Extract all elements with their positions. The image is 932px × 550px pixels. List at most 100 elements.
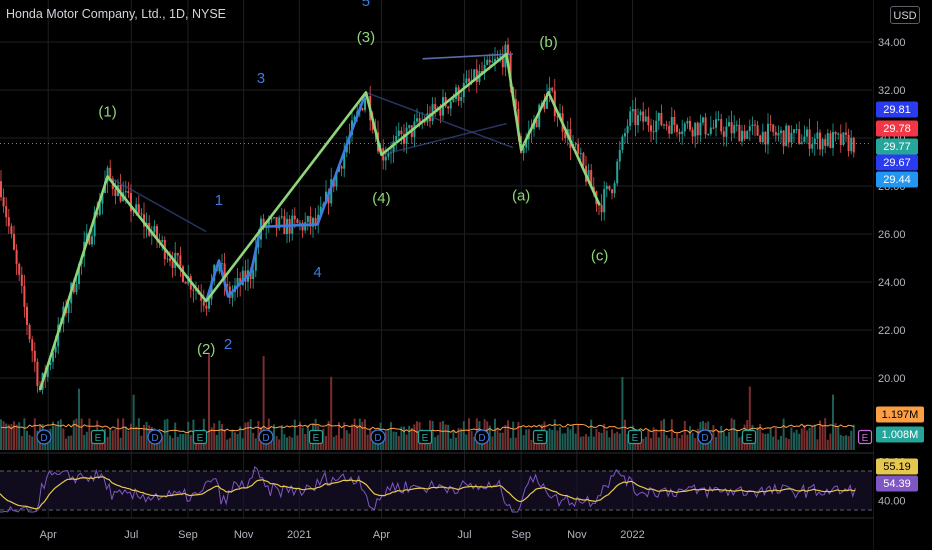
volume-bar [759, 423, 762, 450]
volume-bar [608, 437, 611, 450]
volume-bar [226, 439, 229, 450]
volume-bar [621, 376, 624, 450]
volume-bar [499, 432, 502, 450]
candle-body [416, 118, 418, 122]
volume-bar [5, 423, 8, 450]
volume-bar [169, 435, 171, 450]
wave-label: 3 [257, 70, 265, 87]
candle-body [452, 98, 455, 102]
volume-bar [507, 420, 509, 450]
volume-bar [665, 435, 668, 450]
volume-bar [738, 437, 741, 450]
volume-bar [20, 435, 23, 450]
volume-bar [462, 421, 465, 450]
volume-bar [660, 420, 663, 450]
volume-bar [491, 436, 494, 450]
volume-bar [670, 419, 673, 450]
event-marker-label: E [862, 433, 869, 444]
volume-bar [405, 434, 408, 450]
volume-bar [616, 431, 619, 450]
candle-body [26, 306, 28, 325]
volume-bar [730, 418, 733, 450]
event-marker-label: E [746, 433, 753, 444]
volume-bar [460, 428, 463, 450]
wave-label: (b) [539, 34, 557, 51]
candle-body [54, 346, 57, 353]
candle-body [249, 270, 252, 280]
event-marker-label: E [313, 433, 320, 444]
candle-body [397, 130, 400, 137]
volume-bar [525, 429, 528, 450]
candle-body [725, 126, 728, 137]
volume-bar [657, 437, 660, 450]
volume-bar [262, 356, 265, 450]
candle-body [702, 117, 704, 123]
candle-body [741, 130, 743, 142]
dividend-marker-icon [258, 429, 274, 445]
volume-bar [135, 426, 138, 450]
chart-title: Honda Motor Company, Ltd., 1D, NYSE [6, 7, 227, 21]
candle-body [808, 129, 811, 149]
candle-body [262, 218, 265, 229]
volume-bar [548, 428, 551, 450]
volume-bar [117, 418, 119, 450]
volume-bar [782, 418, 785, 450]
volume-bar [592, 436, 595, 450]
volume-bar [587, 436, 590, 450]
volume-bar [2, 421, 5, 450]
candle-body [88, 233, 91, 245]
volume-bar [577, 424, 580, 450]
candle-body [735, 124, 738, 126]
volume-bar [613, 433, 616, 450]
candle-body [743, 130, 746, 139]
candle-body [93, 212, 96, 237]
rsi-badge [876, 458, 918, 475]
candle-body [681, 131, 684, 135]
volume-bar [410, 427, 413, 450]
candle-body [109, 167, 112, 179]
candle-body [10, 226, 13, 234]
dividend-marker-icon [697, 429, 713, 445]
volume-bar [132, 394, 135, 450]
volume-bar [330, 376, 333, 450]
volume-bar [283, 434, 286, 450]
candle-body [176, 253, 179, 256]
volume-bar [686, 434, 689, 450]
volume-bar [106, 436, 109, 450]
volume-bar [366, 434, 369, 450]
wave-line-blue [204, 91, 368, 302]
volume-bar [761, 433, 764, 450]
candle-body [314, 218, 317, 225]
candle-body [166, 258, 169, 260]
candle-body [676, 125, 678, 132]
volume-bar [673, 437, 676, 450]
currency-button[interactable]: USD [890, 6, 920, 24]
candle-body [278, 217, 281, 229]
volume-bar [504, 425, 507, 450]
candle-body [663, 124, 665, 126]
dividend-marker-icon [370, 429, 386, 445]
candle-body [759, 135, 762, 143]
volume-bar [520, 425, 522, 450]
volume-bar [780, 435, 782, 450]
candle-body [231, 291, 234, 298]
volume-bar [556, 430, 559, 450]
volume-bar [634, 438, 637, 450]
candle-body [748, 126, 751, 132]
wave-label: (3) [357, 29, 375, 46]
volume-bar [413, 424, 416, 450]
volume-bar [234, 432, 236, 450]
volume-bar [322, 428, 325, 450]
candle-body [699, 122, 702, 136]
rsi-tick-label: 40.00 [878, 495, 906, 507]
volume-bar [403, 426, 405, 450]
channel-line [381, 122, 507, 156]
volume-bar [31, 436, 34, 450]
candle-body [782, 130, 785, 147]
volume-bar [839, 434, 842, 450]
volume-bar [572, 425, 574, 450]
volume-bar [611, 429, 613, 450]
price-badge [876, 154, 918, 171]
volume-bar [436, 435, 439, 450]
